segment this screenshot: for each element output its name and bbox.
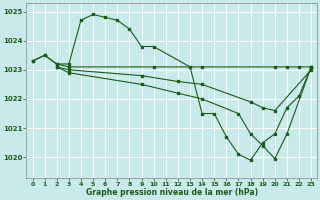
X-axis label: Graphe pression niveau de la mer (hPa): Graphe pression niveau de la mer (hPa) xyxy=(86,188,258,197)
